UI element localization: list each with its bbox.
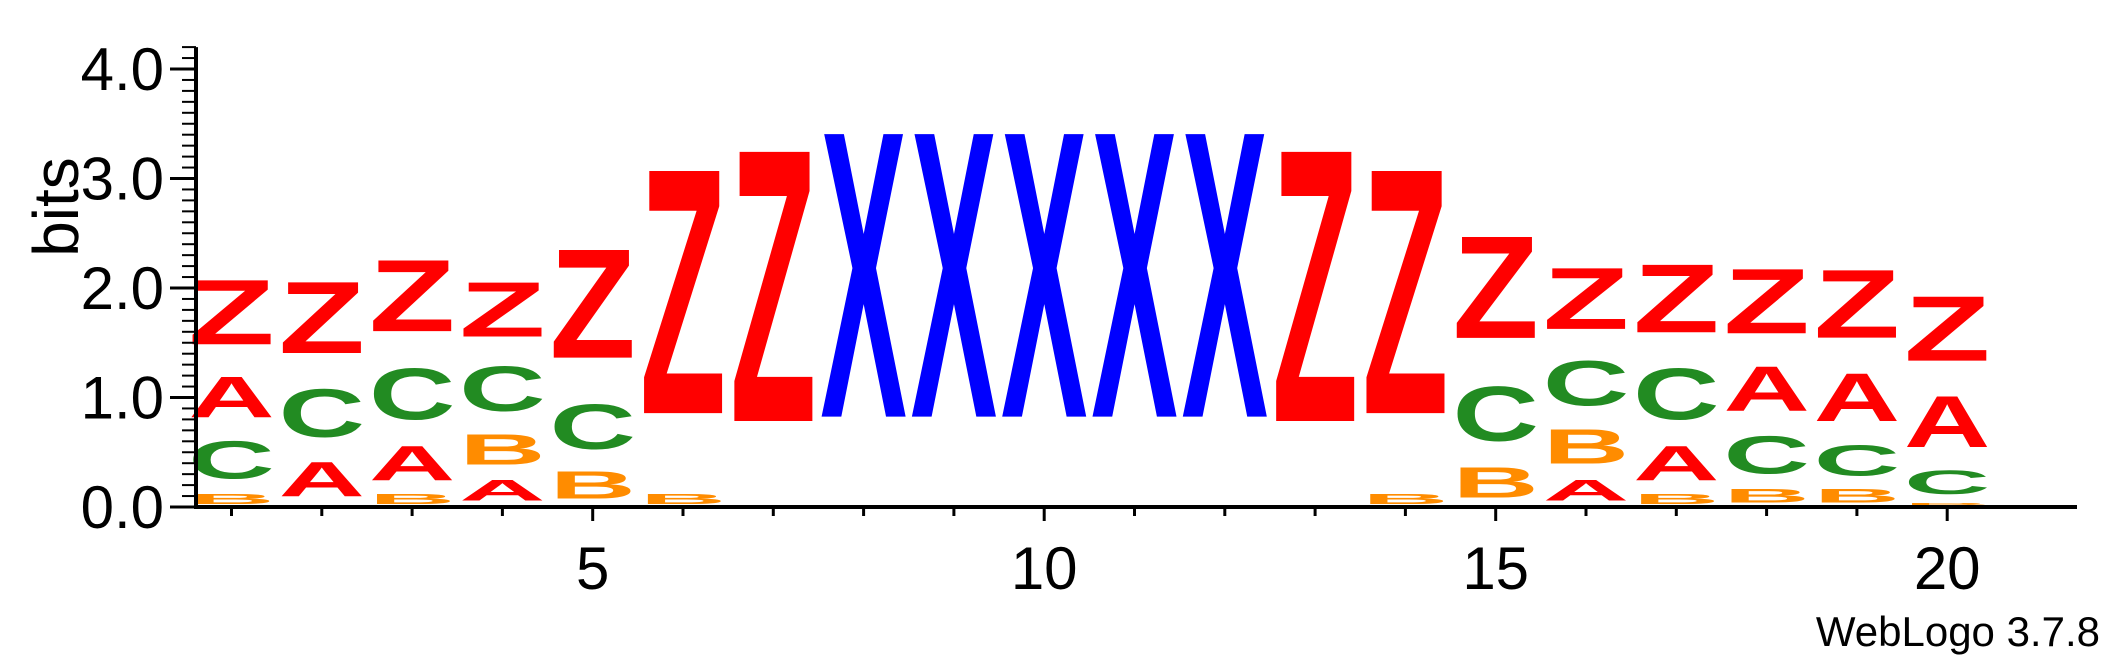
glyph-C-pos-3: C bbox=[369, 354, 455, 436]
glyph-Z-pos-5: Z bbox=[550, 216, 636, 391]
x-tick-label: 5 bbox=[576, 535, 609, 602]
stack-pos-5: BCZ bbox=[550, 216, 636, 507]
glyph-X-pos-12: X bbox=[1182, 44, 1269, 504]
y-tick-label: 2.0 bbox=[81, 255, 164, 322]
glyph-X-pos-11: X bbox=[1091, 44, 1178, 504]
stack-pos-11: X bbox=[1091, 44, 1178, 504]
glyph-A-pos-19: A bbox=[1814, 359, 1900, 436]
glyph-Z-pos-18: Z bbox=[1723, 250, 1809, 353]
glyph-C-pos-19: C bbox=[1814, 436, 1900, 485]
stack-pos-2: ACZ bbox=[279, 261, 365, 507]
stack-pos-10: X bbox=[1001, 44, 1088, 504]
glyph-B-pos-14: B bbox=[1362, 491, 1448, 507]
glyph-B-pos-15: B bbox=[1453, 458, 1539, 507]
glyph-B-pos-6: B bbox=[640, 491, 726, 507]
glyph-A-pos-2: A bbox=[279, 452, 365, 507]
glyph-Z-pos-20: Z bbox=[1904, 278, 1990, 381]
glyph-X-pos-10: X bbox=[1001, 44, 1088, 504]
glyph-A-pos-16: A bbox=[1543, 474, 1629, 507]
glyph-Z-pos-15: Z bbox=[1453, 205, 1539, 369]
stack-pos-7: Z bbox=[730, 68, 816, 504]
x-tick-label: 15 bbox=[1462, 535, 1529, 602]
glyph-A-pos-20: A bbox=[1904, 381, 1990, 463]
glyph-A-pos-1: A bbox=[188, 364, 274, 429]
glyph-B-pos-18: B bbox=[1723, 485, 1809, 507]
glyph-B-pos-20: B bbox=[1904, 501, 1990, 506]
stack-pos-13: Z bbox=[1272, 68, 1358, 504]
glyph-Z-pos-3: Z bbox=[369, 239, 455, 354]
x-tick-label: 20 bbox=[1914, 535, 1981, 602]
glyph-Z-pos-13: Z bbox=[1272, 68, 1358, 504]
glyph-B-pos-19: B bbox=[1814, 485, 1900, 507]
glyph-C-pos-18: C bbox=[1723, 425, 1809, 485]
y-axis-title: bits bbox=[20, 157, 92, 257]
glyph-A-pos-4: A bbox=[459, 474, 545, 507]
glyph-Z-pos-16: Z bbox=[1543, 249, 1629, 348]
glyph-B-pos-16: B bbox=[1543, 419, 1629, 474]
weblogo-credit: WebLogo 3.7.8 bbox=[1816, 608, 2100, 655]
glyph-B-pos-3: B bbox=[369, 491, 455, 507]
glyph-C-pos-4: C bbox=[459, 354, 545, 425]
glyph-Z-pos-7: Z bbox=[730, 68, 816, 504]
glyph-X-pos-9: X bbox=[911, 44, 998, 504]
glyph-C-pos-15: C bbox=[1453, 371, 1539, 458]
glyph-A-pos-17: A bbox=[1633, 436, 1719, 491]
glyph-C-pos-16: C bbox=[1543, 348, 1629, 419]
glyph-A-pos-3: A bbox=[369, 436, 455, 491]
stack-pos-9: X bbox=[911, 44, 998, 504]
x-tick-label: 10 bbox=[1011, 535, 1078, 602]
y-tick-label: 1.0 bbox=[81, 365, 164, 432]
stack-pos-12: X bbox=[1182, 44, 1269, 504]
glyph-B-pos-17: B bbox=[1633, 491, 1719, 507]
glyph-B-pos-1: B bbox=[188, 491, 274, 507]
x-axis: 5 10 15 20 bbox=[194, 505, 2077, 602]
y-tick-label: 0.0 bbox=[81, 474, 164, 541]
glyph-A-pos-18: A bbox=[1723, 354, 1809, 425]
glyph-Z-pos-19: Z bbox=[1814, 249, 1900, 358]
glyph-B-pos-4: B bbox=[459, 425, 545, 474]
y-tick-label: 4.0 bbox=[81, 36, 164, 103]
glyph-C-pos-20: C bbox=[1904, 463, 1990, 502]
glyph-C-pos-17: C bbox=[1633, 354, 1719, 436]
glyph-X-pos-8: X bbox=[820, 44, 907, 504]
glyph-C-pos-5: C bbox=[550, 392, 636, 463]
glyph-Z-pos-17: Z bbox=[1633, 244, 1719, 353]
stack-pos-14: BZ bbox=[1362, 94, 1448, 507]
glyph-Z-pos-14: Z bbox=[1362, 94, 1448, 488]
glyph-Z-pos-6: Z bbox=[640, 94, 726, 488]
glyph-C-pos-2: C bbox=[279, 375, 365, 452]
glyph-Z-pos-1: Z bbox=[188, 261, 274, 364]
glyph-Z-pos-4: Z bbox=[459, 267, 545, 354]
stack-pos-15: BCZ bbox=[1453, 205, 1539, 507]
y-tick-label: 3.0 bbox=[81, 146, 164, 213]
glyph-C-pos-1: C bbox=[188, 430, 274, 490]
y-axis: 0.0 1.0 2.0 3.0 4.0 bbox=[81, 36, 198, 541]
glyph-Z-pos-2: Z bbox=[279, 261, 365, 376]
glyph-B-pos-5: B bbox=[550, 463, 636, 507]
stack-pos-8: X bbox=[820, 44, 907, 504]
stack-pos-6: BZ bbox=[640, 94, 726, 507]
